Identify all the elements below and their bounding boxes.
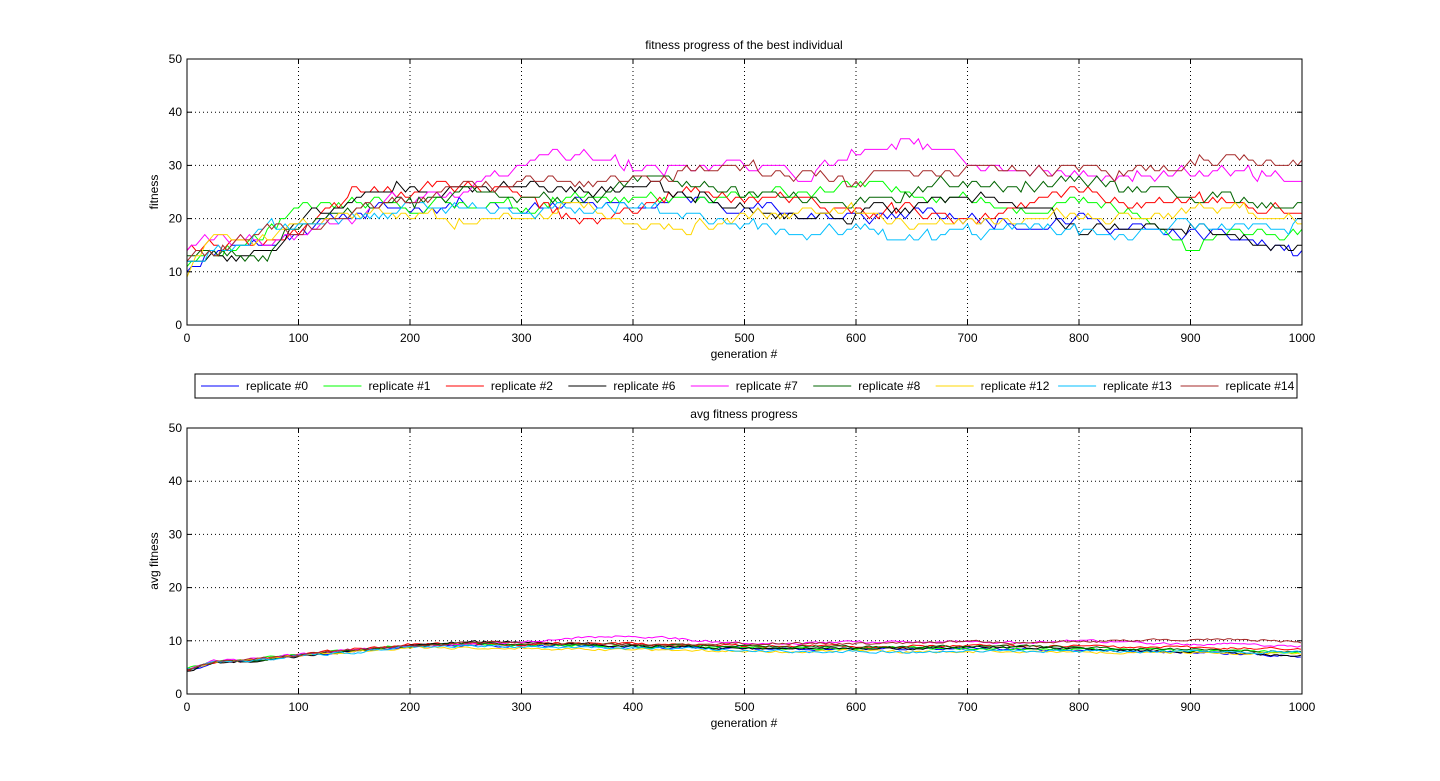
legend-entry-8: replicate #14 [1226, 379, 1295, 393]
bottom-y-tick-label-3: 30 [169, 527, 183, 541]
bottom-x-tick-label-7: 700 [957, 700, 977, 714]
legend-entry-0: replicate #0 [246, 379, 308, 393]
legend-entry-7: replicate #13 [1103, 379, 1172, 393]
bottom-x-tick-label-8: 800 [1069, 700, 1089, 714]
top-x-tick-label-2: 200 [400, 331, 420, 345]
top-y-tick-label-4: 40 [169, 105, 183, 119]
top-x-tick-label-1: 100 [288, 331, 308, 345]
bottom-series-line-6 [186, 645, 1302, 671]
top-ticks: 0 100 200 300 400 500 600 700 800 900 1000 0 10 20 30 4… [169, 52, 1316, 345]
bottom-x-axis-label: generation # [711, 716, 778, 730]
bottom-series-line-2 [187, 641, 1302, 671]
bottom-y-axis-label: avg fitness [147, 532, 161, 589]
bottom-x-tick-label-9: 900 [1180, 700, 1200, 714]
legend-entry-6: replicate #12 [981, 379, 1050, 393]
bottom-x-tick-label-5: 500 [734, 700, 754, 714]
bottom-x-tick-label-4: 400 [623, 700, 643, 714]
bottom-x-tick-label-3: 300 [511, 700, 531, 714]
bottom-y-tick-label-5: 50 [169, 421, 183, 435]
top-x-tick-label-9: 900 [1180, 331, 1200, 345]
top-x-tick-label-6: 600 [846, 331, 866, 345]
legend-entry-3: replicate #6 [613, 379, 675, 393]
top-x-tick-label-10: 1000 [1289, 331, 1316, 345]
bottom-series-line-5 [186, 641, 1301, 671]
bottom-grid [187, 428, 1302, 694]
bottom-plot: avg fitness progress 0 100 200 300 400 500 600… [147, 407, 1316, 730]
bottom-series-line-7 [186, 644, 1302, 670]
top-series-line-5 [187, 175, 1302, 263]
top-series-line-2 [186, 180, 1302, 252]
bottom-x-tick-label-10: 1000 [1289, 700, 1316, 714]
bottom-x-tick-label-0: 0 [184, 700, 191, 714]
legend-entry-1: replicate #1 [368, 379, 430, 393]
legend-entry-4: replicate #7 [736, 379, 798, 393]
bottom-y-tick-label-0: 0 [175, 687, 182, 701]
legend-entry-2: replicate #2 [491, 379, 553, 393]
top-y-axis-label: fitness [147, 175, 161, 210]
top-x-axis-label: generation # [711, 347, 778, 361]
bottom-y-tick-label-1: 10 [169, 634, 183, 648]
legend: replicate #0 replicate #1 replicate #2 repl… [194, 373, 1298, 399]
top-plot-title: fitness progress of the best individual [645, 38, 842, 52]
legend-entry-5: replicate #8 [858, 379, 920, 393]
bottom-y-tick-label-2: 20 [169, 581, 183, 595]
bottom-x-tick-label-1: 100 [288, 700, 308, 714]
bottom-x-tick-label-6: 600 [846, 700, 866, 714]
bottom-y-tick-label-4: 40 [169, 474, 183, 488]
top-series-lines [186, 137, 1303, 278]
top-y-tick-label-0: 0 [175, 318, 182, 332]
top-plot: fitness progress of the best individual … [147, 38, 1316, 361]
bottom-ticks: 0 100 200 300 400 500 600 700 800 900 1000 0 10 20 30 4… [169, 421, 1316, 714]
top-y-tick-label-3: 30 [169, 158, 183, 172]
top-y-tick-label-2: 20 [169, 212, 183, 226]
top-y-tick-label-1: 10 [169, 265, 183, 279]
top-y-tick-label-5: 50 [169, 52, 183, 66]
top-series-line-3 [187, 180, 1302, 262]
top-x-tick-label-5: 500 [734, 331, 754, 345]
top-series-line-7 [187, 201, 1302, 262]
legend-box [194, 373, 1298, 399]
top-x-tick-label-8: 800 [1069, 331, 1089, 345]
top-x-tick-label-4: 400 [623, 331, 643, 345]
top-x-tick-label-7: 700 [957, 331, 977, 345]
top-x-tick-label-3: 300 [511, 331, 531, 345]
bottom-plot-title: avg fitness progress [690, 407, 797, 421]
bottom-series-lines [186, 635, 1302, 672]
top-series-line-6 [186, 201, 1302, 278]
top-series-line-8 [186, 153, 1303, 262]
bottom-series-line-8 [186, 638, 1302, 671]
top-x-tick-label-0: 0 [184, 331, 191, 345]
bottom-x-tick-label-2: 200 [400, 700, 420, 714]
